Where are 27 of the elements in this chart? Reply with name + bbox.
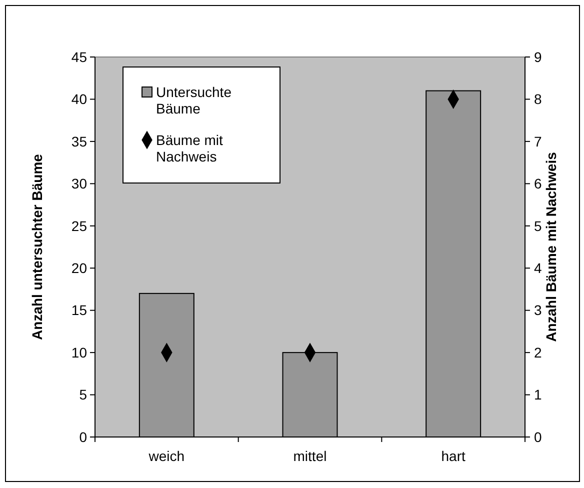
y2-tick-label: 9 — [534, 48, 542, 65]
y2-tick-label: 6 — [534, 176, 542, 192]
y-tick-label: 5 — [79, 386, 88, 403]
legend-label: Untersuchte Bäume — [156, 84, 232, 117]
y-tick-label: 45 — [71, 48, 88, 65]
x-tick-label: mittel — [293, 448, 327, 464]
y2-tick-label: 5 — [534, 218, 542, 234]
y2-tick-label: 2 — [534, 344, 542, 360]
y2-tick-label: 8 — [534, 91, 542, 108]
y2-tick-label: 0 — [534, 428, 542, 445]
y-tick-label: 15 — [71, 302, 88, 318]
y2-tick-label: 4 — [534, 260, 542, 276]
y2-tick-label: 1 — [534, 386, 542, 403]
y-tick-label: 40 — [71, 91, 88, 108]
x-tick-label: weich — [148, 448, 185, 464]
y-tick-label: 35 — [71, 133, 88, 150]
y2-tick-label: 3 — [534, 302, 542, 318]
y-axis-title: Anzahl untersuchter Bäume — [29, 154, 45, 340]
y-tick-label: 0 — [79, 428, 88, 445]
y-tick-label: 25 — [71, 218, 88, 234]
y-tick-label: 30 — [71, 176, 88, 192]
y-tick-label: 20 — [71, 260, 88, 276]
legend-label: Bäume mit Nachweis — [156, 132, 224, 165]
y2-axis-title: Anzahl Bäume mit Nachweis — [543, 152, 559, 342]
x-tick-label: hart — [441, 448, 466, 464]
y2-tick-label: 7 — [534, 133, 542, 150]
y-tick-label: 10 — [71, 344, 88, 360]
